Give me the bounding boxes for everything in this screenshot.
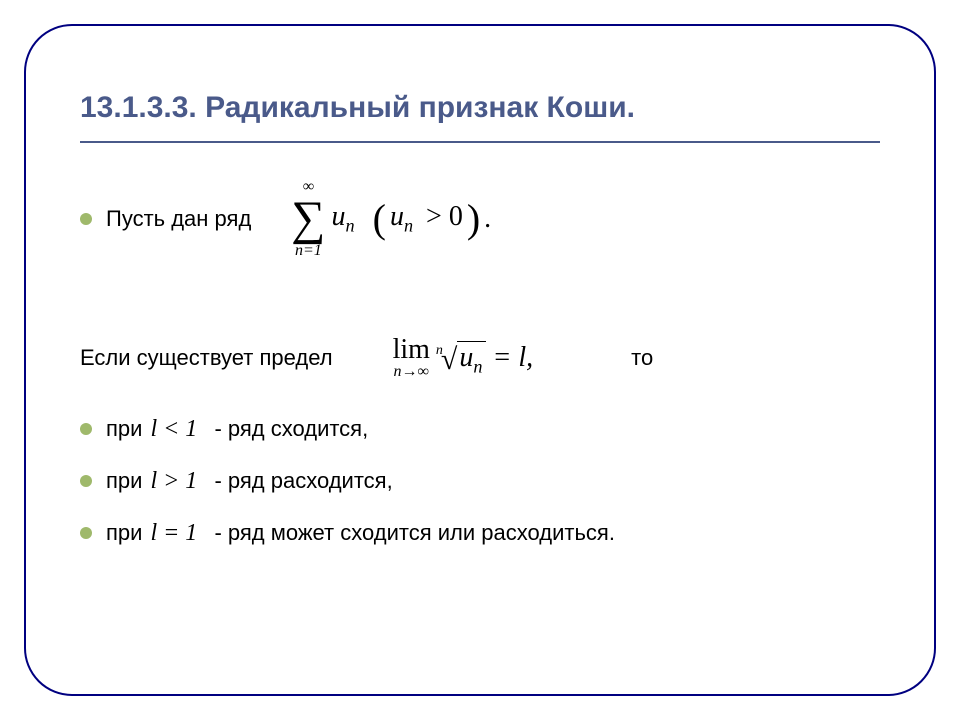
formula-sum: ∞ ∑ n=1 un ( un > 0 ) . [291, 179, 491, 259]
case-text: - ряд может сходится или расходиться. [214, 520, 615, 546]
case-text: - ряд сходится, [214, 416, 368, 442]
line-limit-exists: Если существует предел lim n→∞ n √ un = … [80, 335, 880, 381]
text-segment: Пусть дан ряд [106, 206, 251, 232]
text-segment: Если существует предел [80, 345, 333, 371]
line-series-given: Пусть дан ряд ∞ ∑ n=1 un ( un > 0 ) . [80, 179, 880, 259]
case-diverges: при l > 1 - ряд расходится, [80, 461, 880, 501]
case-inconclusive: при l = 1 - ряд может сходится или расхо… [80, 513, 880, 553]
case-text: - ряд расходится, [214, 468, 392, 494]
bullet-icon [80, 213, 92, 225]
slide-title: 13.1.3.3. Радикальный признак Коши. [80, 88, 880, 143]
sigma-icon: ∞ ∑ n=1 [291, 179, 325, 259]
case-prefix: при [106, 520, 142, 546]
nth-root: n √ un [436, 341, 487, 376]
case-condition: l < 1 [150, 416, 206, 443]
radical-icon: √ [441, 345, 457, 375]
case-condition: l = 1 [150, 520, 206, 547]
text-segment: то [631, 345, 653, 371]
lim-icon: lim n→∞ [393, 335, 430, 381]
case-condition: l > 1 [150, 468, 206, 495]
sum-term: un [332, 201, 355, 237]
case-prefix: при [106, 468, 142, 494]
limit-eq: = l, [492, 342, 533, 374]
formula-limit: lim n→∞ n √ un = l, [393, 335, 534, 381]
case-converges: при l < 1 - ряд сходится, [80, 409, 880, 449]
slide-content: 13.1.3.3. Радикальный признак Коши. Пуст… [80, 88, 880, 565]
left-paren-icon: ( [373, 203, 386, 235]
bullet-icon [80, 527, 92, 539]
case-prefix: при [106, 416, 142, 442]
condition-body: un > 0 [390, 201, 463, 237]
bullet-icon [80, 423, 92, 435]
right-paren-icon: ) [467, 203, 480, 235]
bullet-icon [80, 475, 92, 487]
